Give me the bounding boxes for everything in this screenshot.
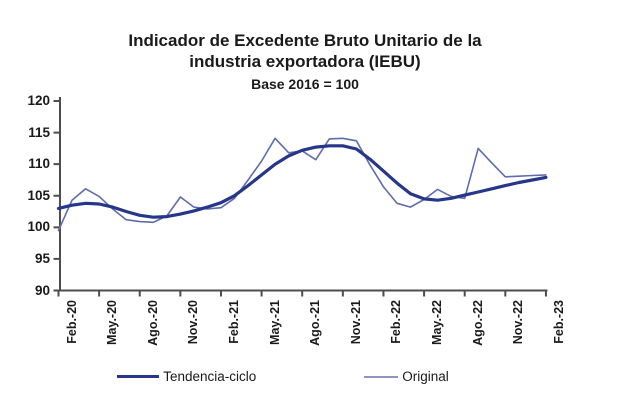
tendencia-ciclo-line-swatch <box>117 374 160 379</box>
x-tick-label: Feb.-22 <box>389 300 404 344</box>
legend-label-original: Original <box>402 369 449 384</box>
chart-title-line1: Indicador de Excedente Bruto Unitario de… <box>128 31 482 50</box>
chart-subtitle: Base 2016 = 100 <box>251 76 359 92</box>
original-line-swatch <box>364 375 399 378</box>
y-tick-label: 115 <box>28 124 50 140</box>
x-tick-label: Feb.-20 <box>64 300 79 344</box>
legend-item-original: Original <box>364 369 449 384</box>
x-tick-label: May.-21 <box>267 300 282 345</box>
series-line-original <box>57 137 547 232</box>
chart-title-line2: industria exportadora (IEBU) <box>189 52 421 71</box>
legend-label-tendencia-ciclo: Tendencia-ciclo <box>163 369 257 384</box>
series-line-tendencia-ciclo <box>56 144 548 219</box>
y-tick-label: 110 <box>28 156 50 172</box>
x-tick-label: Ago.-20 <box>145 300 160 346</box>
x-tick-label: Nov.-20 <box>186 300 201 345</box>
axes <box>53 97 548 297</box>
chart-title: Indicador de Excedente Bruto Unitario de… <box>60 30 550 72</box>
y-tick-label: 95 <box>34 250 50 266</box>
x-tick-label: Ago.-22 <box>470 300 485 346</box>
legend: Tendencia-ciclo Original <box>0 369 566 384</box>
legend-item-tendencia-ciclo: Tendencia-ciclo <box>117 369 256 384</box>
y-tick-label: 120 <box>27 92 50 108</box>
x-tick-label: May.-20 <box>105 300 120 345</box>
y-tick-label: 90 <box>34 282 50 298</box>
x-tick-label: Ago.-21 <box>308 300 323 346</box>
x-tick-label: May.-22 <box>430 300 445 345</box>
y-tick-label: 100 <box>27 219 50 235</box>
x-tick-label: Nov.-21 <box>348 300 363 345</box>
y-tick-label: 105 <box>27 187 50 203</box>
x-tick-label: Nov.-22 <box>511 300 526 345</box>
x-tick-label: Feb.-23 <box>551 300 566 344</box>
x-tick-label: Feb.-21 <box>226 300 241 344</box>
